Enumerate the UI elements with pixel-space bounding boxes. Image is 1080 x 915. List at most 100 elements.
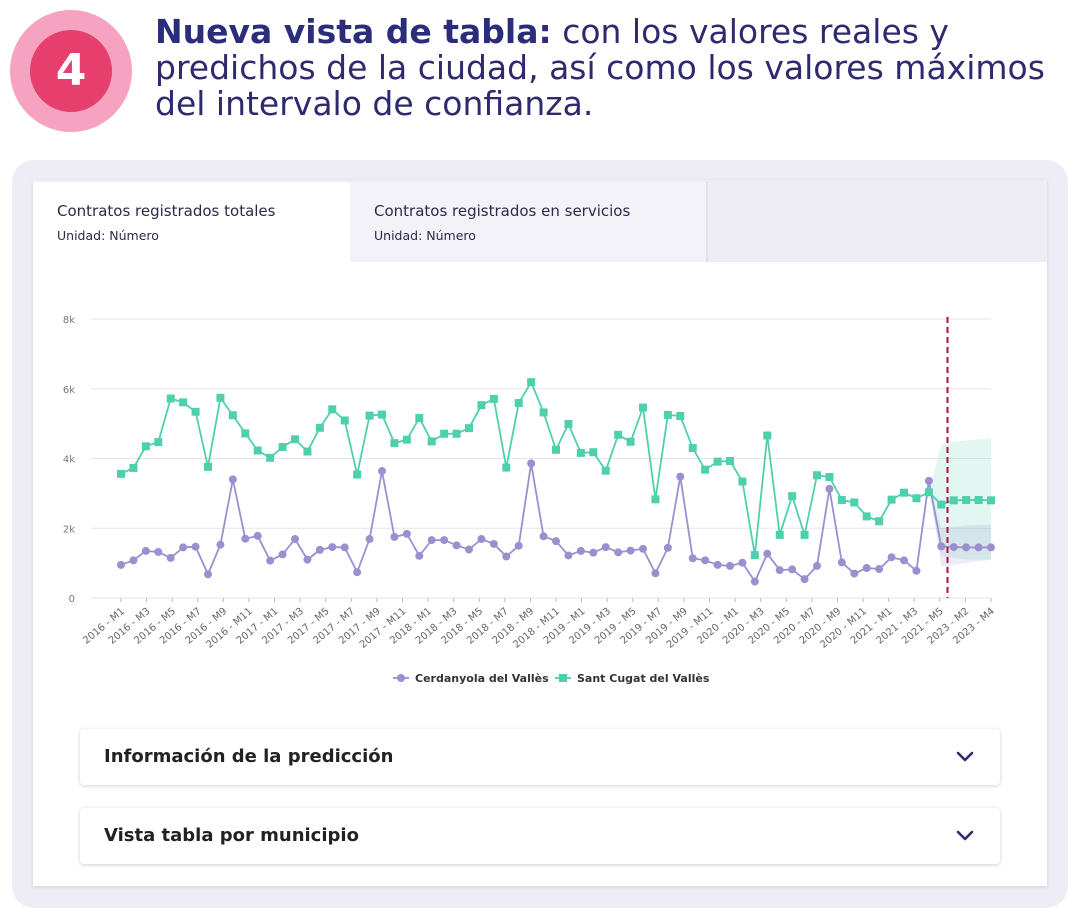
data-point xyxy=(576,546,585,555)
y-tick-label: 8k xyxy=(63,315,75,326)
data-point xyxy=(949,543,958,552)
data-point xyxy=(253,531,262,540)
tab-title: Contratos registrados en servicios xyxy=(374,202,631,220)
data-point xyxy=(701,465,710,474)
data-point xyxy=(465,424,473,433)
data-point xyxy=(154,438,163,447)
accordion-info-prediccion[interactable]: Información de la predicción xyxy=(80,729,1000,785)
data-point xyxy=(974,496,983,505)
chevron-down-icon xyxy=(956,830,974,841)
data-point xyxy=(626,546,635,555)
data-point xyxy=(949,496,958,505)
data-point xyxy=(688,554,697,563)
data-point xyxy=(614,430,623,439)
data-point xyxy=(315,423,324,432)
series-line xyxy=(120,463,991,584)
step-badge: 4 xyxy=(10,10,132,132)
data-point xyxy=(887,553,896,562)
data-point xyxy=(204,462,212,471)
data-point xyxy=(788,492,797,501)
data-point xyxy=(564,419,573,428)
legend-label: Cerdanyola del Vallès xyxy=(415,672,549,685)
data-point xyxy=(937,500,946,509)
data-point xyxy=(738,558,747,567)
headline: Nueva vista de tabla: con los valores re… xyxy=(155,14,1055,122)
data-point xyxy=(750,577,759,586)
data-point xyxy=(601,543,610,552)
data-point xyxy=(763,549,772,558)
data-point xyxy=(676,472,685,481)
tab-unit: Unidad: Número xyxy=(57,228,159,243)
data-point xyxy=(676,411,685,420)
data-point xyxy=(850,569,859,578)
data-point xyxy=(788,565,797,574)
data-point xyxy=(117,560,125,569)
data-point xyxy=(775,530,784,539)
data-point xyxy=(427,437,436,446)
data-point xyxy=(340,416,349,425)
data-point xyxy=(154,547,163,556)
legend-label: Sant Cugat del Vallès xyxy=(577,672,710,685)
data-point xyxy=(340,543,349,552)
data-point xyxy=(291,535,299,544)
data-point xyxy=(800,530,809,539)
data-point xyxy=(378,467,386,476)
data-point xyxy=(365,411,374,420)
data-point xyxy=(924,476,933,485)
data-point xyxy=(465,545,473,554)
data-point xyxy=(228,475,237,484)
y-tick-label: 6k xyxy=(63,385,75,396)
data-point xyxy=(663,410,672,419)
data-point xyxy=(651,569,660,578)
step-number: 4 xyxy=(30,30,112,112)
data-point xyxy=(303,447,312,456)
data-point xyxy=(726,456,734,465)
data-point xyxy=(527,378,536,387)
data-point xyxy=(962,496,971,505)
y-tick-label: 0 xyxy=(69,594,75,605)
data-point xyxy=(813,561,821,570)
data-point xyxy=(378,410,386,419)
data-point xyxy=(701,556,710,565)
data-point xyxy=(216,540,225,549)
data-point xyxy=(303,555,312,564)
data-point xyxy=(228,411,237,420)
data-point xyxy=(315,545,324,554)
data-point xyxy=(266,556,275,565)
tab-contratos-servicios[interactable]: Contratos registrados en servicios Unida… xyxy=(350,182,708,262)
data-point xyxy=(937,542,946,551)
data-point xyxy=(179,543,188,552)
data-point xyxy=(688,444,697,453)
data-point xyxy=(887,495,896,504)
data-point xyxy=(837,496,846,505)
data-point xyxy=(291,435,299,444)
data-point xyxy=(862,512,871,521)
data-point xyxy=(452,541,461,550)
data-point xyxy=(328,543,337,552)
legend-marker xyxy=(559,674,567,682)
data-point xyxy=(639,544,647,553)
data-point xyxy=(589,448,598,457)
data-point xyxy=(924,488,933,497)
data-point xyxy=(539,532,548,541)
data-point xyxy=(862,564,871,573)
tab-contratos-totales[interactable]: Contratos registrados totales Unidad: Nú… xyxy=(33,182,350,262)
data-point xyxy=(763,431,772,440)
data-point xyxy=(402,435,411,444)
accordion-vista-tabla[interactable]: Vista tabla por municipio xyxy=(80,808,1000,864)
data-point xyxy=(713,560,722,569)
headline-bold: Nueva vista de tabla: xyxy=(155,12,552,51)
data-point xyxy=(912,494,921,503)
data-point xyxy=(353,470,362,479)
data-point xyxy=(900,556,908,565)
data-point xyxy=(552,445,560,454)
data-point xyxy=(502,552,511,561)
data-point xyxy=(166,394,175,403)
data-point xyxy=(576,448,585,457)
data-point xyxy=(813,471,821,480)
data-point xyxy=(800,575,809,584)
legend-marker xyxy=(397,674,405,682)
data-point xyxy=(875,565,884,574)
data-point xyxy=(837,558,846,567)
data-point xyxy=(253,446,262,455)
